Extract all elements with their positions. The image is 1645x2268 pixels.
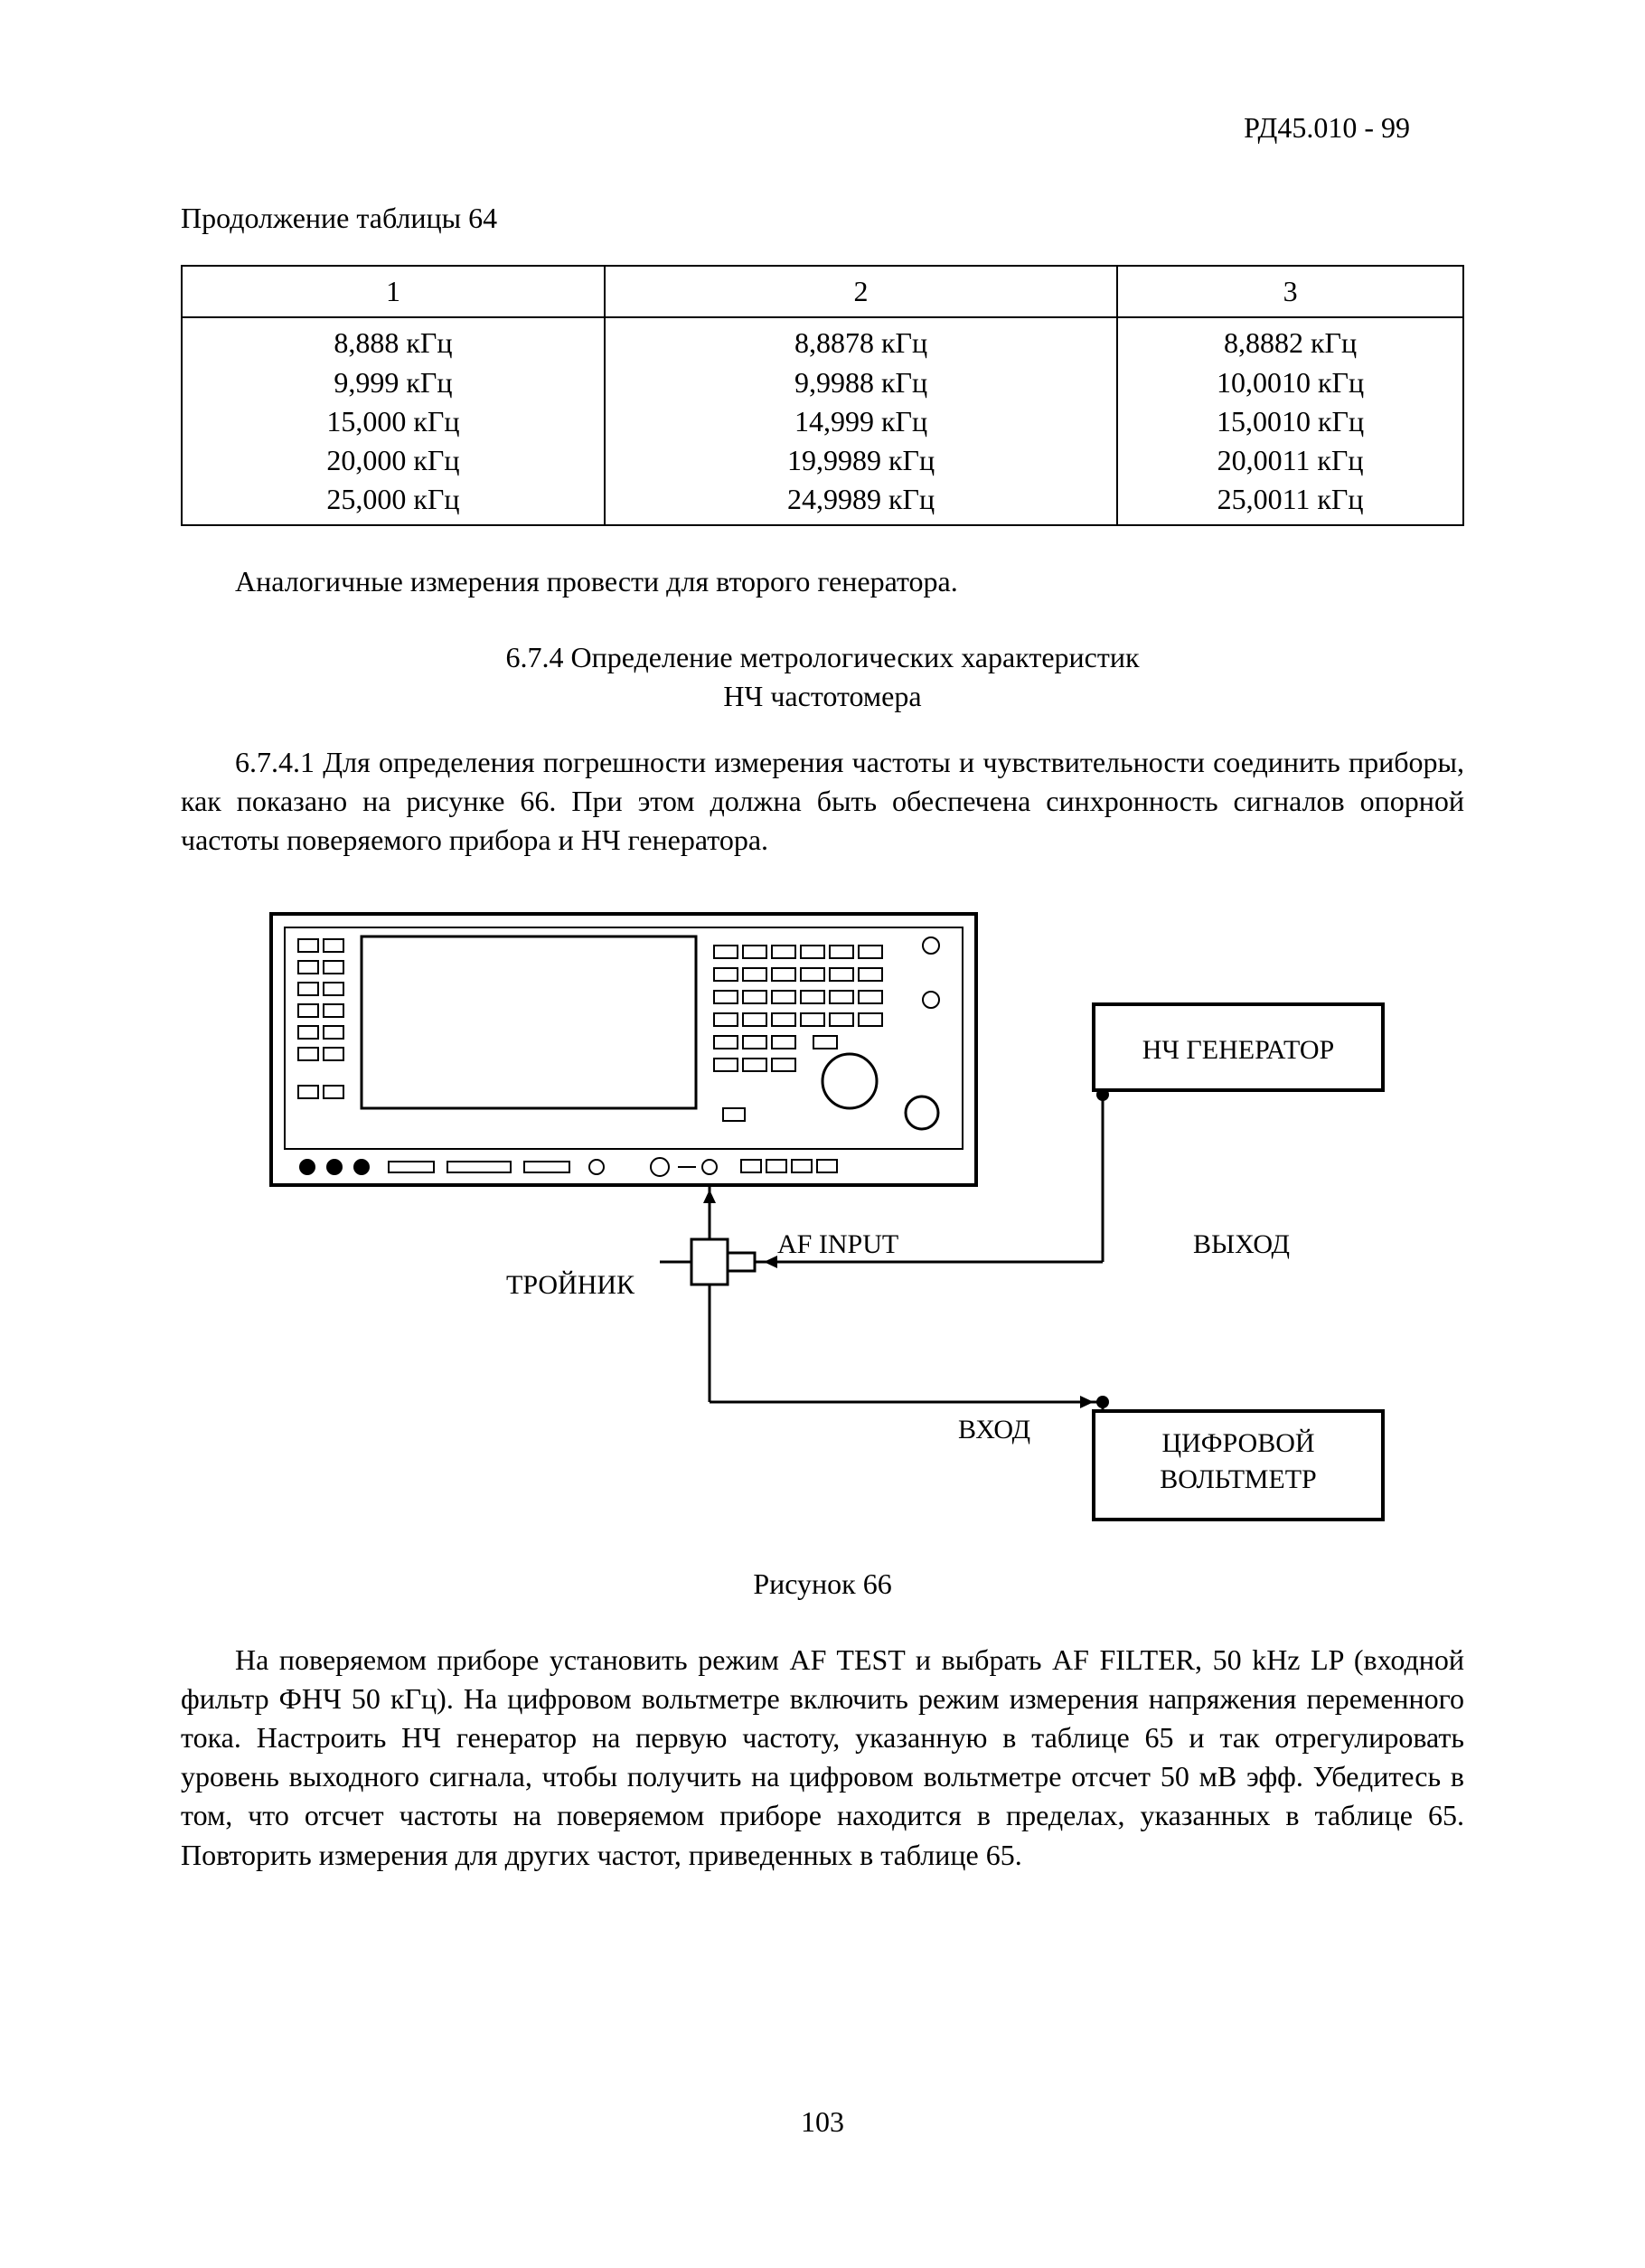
cell-value: 14,999 кГц (615, 402, 1107, 441)
page-number: 103 (0, 2103, 1645, 2141)
cell-value: 9,9988 кГц (615, 363, 1107, 402)
table-cell-col2: 8,8878 кГц 9,9988 кГц 14,999 кГц 19,9989… (605, 317, 1117, 525)
section-heading-674: 6.7.4 Определение метрологических характ… (181, 638, 1464, 716)
cell-value: 20,000 кГц (192, 441, 595, 480)
vkhod-label: ВХОД (958, 1415, 1030, 1445)
cell-value: 8,8878 кГц (615, 324, 1107, 362)
figure-66: AF INPUT ТРОЙНИК НЧ ГЕНЕРАТОР ВЫХОД ЦИФР… (181, 896, 1464, 1547)
af-input-label: AF INPUT (777, 1229, 898, 1259)
section-heading-line2: НЧ частотомера (181, 677, 1464, 716)
paragraph-6741: 6.7.4.1 Для определения погрешности изме… (181, 743, 1464, 861)
table-cell-col3: 8,8882 кГц 10,0010 кГц 15,0010 кГц 20,00… (1117, 317, 1463, 525)
table-continuation-label: Продолжение таблицы 64 (181, 199, 1464, 238)
cell-value: 10,0010 кГц (1127, 363, 1453, 402)
cell-value: 24,9989 кГц (615, 480, 1107, 519)
table-header-3: 3 (1117, 266, 1463, 317)
cell-value: 8,8882 кГц (1127, 324, 1453, 362)
vykhod-label: ВЫХОД (1193, 1229, 1290, 1259)
voltmeter-label-1: ЦИФРОВОЙ (1161, 1428, 1314, 1458)
table-header-2: 2 (605, 266, 1117, 317)
paragraph-after-figure: На поверяемом приборе установить режим A… (181, 1641, 1464, 1875)
table-header-row: 1 2 3 (182, 266, 1463, 317)
cell-value: 25,0011 кГц (1127, 480, 1453, 519)
table-row: 8,888 кГц 9,999 кГц 15,000 кГц 20,000 кГ… (182, 317, 1463, 525)
cell-value: 25,000 кГц (192, 480, 595, 519)
table-64: 1 2 3 8,888 кГц 9,999 кГц 15,000 кГц 20,… (181, 265, 1464, 526)
table-header-1: 1 (182, 266, 605, 317)
figure-caption: Рисунок 66 (181, 1565, 1464, 1604)
troinik-label: ТРОЙНИК (506, 1270, 635, 1300)
cell-value: 9,999 кГц (192, 363, 595, 402)
nch-generator-label: НЧ ГЕНЕРАТОР (1142, 1035, 1334, 1065)
cell-value: 15,0010 кГц (1127, 402, 1453, 441)
cell-value: 20,0011 кГц (1127, 441, 1453, 480)
paragraph-after-table: Аналогичные измерения провести для второ… (181, 562, 1464, 601)
table-cell-col1: 8,888 кГц 9,999 кГц 15,000 кГц 20,000 кГ… (182, 317, 605, 525)
cell-value: 15,000 кГц (192, 402, 595, 441)
voltmeter-label-2: ВОЛЬТМЕТР (1160, 1464, 1316, 1494)
section-heading-line1: 6.7.4 Определение метрологических характ… (181, 638, 1464, 677)
figure-66-svg: AF INPUT ТРОЙНИК НЧ ГЕНЕРАТОР ВЫХОД ЦИФР… (235, 896, 1410, 1547)
cell-value: 19,9989 кГц (615, 441, 1107, 480)
cell-value: 8,888 кГц (192, 324, 595, 362)
document-id: РД45.010 - 99 (1244, 108, 1410, 147)
